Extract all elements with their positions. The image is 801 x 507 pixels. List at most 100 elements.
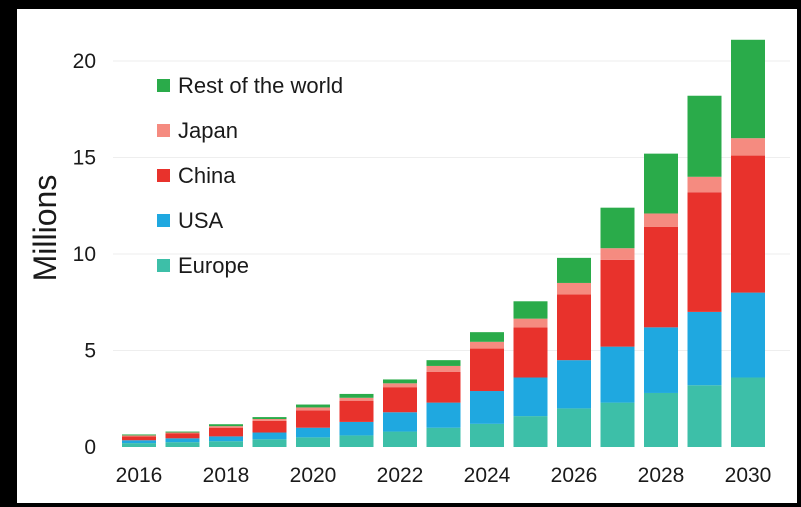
y-tick-label: 5 xyxy=(84,340,96,363)
bar-segment-usa xyxy=(165,438,200,443)
bar-segment-china xyxy=(209,427,243,437)
bar-segment-japan xyxy=(557,282,591,295)
bar-segment-china xyxy=(339,400,374,422)
bar-segment-japan xyxy=(600,248,635,260)
bar-segment-rest-of-the-world xyxy=(296,404,330,408)
bar-segment-japan xyxy=(339,397,374,401)
bar-segment-japan xyxy=(470,341,504,349)
bar-segment-japan xyxy=(644,213,678,227)
bar-segment-rest-of-the-world xyxy=(165,431,200,433)
bar-stack-2019 xyxy=(252,417,287,447)
bar-segment-usa xyxy=(122,440,156,444)
x-tick-label: 2022 xyxy=(377,464,424,487)
bar-segment-japan xyxy=(296,407,330,411)
x-tick-label: 2028 xyxy=(638,464,685,487)
legend-item: China xyxy=(157,163,236,188)
bar-segment-rest-of-the-world xyxy=(600,207,635,249)
bar-segment-rest-of-the-world xyxy=(122,434,156,436)
legend: Rest of the world Japan China USA Europe xyxy=(157,73,343,278)
bar-segment-china xyxy=(252,420,287,433)
bar-stack-2017 xyxy=(165,431,200,447)
bar-segment-japan xyxy=(209,426,243,428)
bar-segment-china xyxy=(644,226,678,328)
bar-segment-europe xyxy=(470,423,504,447)
bar-segment-usa xyxy=(209,436,243,442)
x-tick-label: 2016 xyxy=(116,464,163,487)
bar-stack-2027 xyxy=(600,207,635,447)
legend-label: Rest of the world xyxy=(178,73,343,98)
legend-label: Europe xyxy=(178,253,249,278)
bar-stacks xyxy=(122,39,765,447)
bar-segment-usa xyxy=(252,432,287,440)
y-tick-label: 15 xyxy=(73,147,96,170)
bar-segment-china xyxy=(731,155,765,293)
bar-stack-2020 xyxy=(296,404,330,447)
bar-segment-china xyxy=(513,327,548,378)
x-axis-ticks: 2016 2018 2020 2022 2024 2026 2028 2030 xyxy=(116,464,772,487)
bar-segment-rest-of-the-world xyxy=(557,257,591,283)
legend-item: Rest of the world xyxy=(157,73,343,98)
bar-stack-2029 xyxy=(687,95,722,447)
bar-segment-usa xyxy=(339,421,374,436)
bar-segment-europe xyxy=(165,442,200,447)
bar-stack-2021 xyxy=(339,393,374,447)
bar-segment-japan xyxy=(122,435,156,437)
legend-item: Europe xyxy=(157,253,249,278)
y-tick-label: 10 xyxy=(73,243,96,266)
bar-stack-2025 xyxy=(513,301,548,447)
bar-segment-rest-of-the-world xyxy=(252,417,287,420)
bar-segment-europe xyxy=(122,443,156,447)
bar-segment-china xyxy=(165,433,200,439)
bar-stack-2016 xyxy=(122,434,156,447)
bar-segment-japan xyxy=(731,138,765,156)
legend-swatch xyxy=(157,169,170,182)
bar-segment-europe xyxy=(383,431,417,447)
bar-segment-europe xyxy=(426,427,461,447)
bar-segment-japan xyxy=(513,318,548,328)
bar-segment-usa xyxy=(426,402,461,428)
bar-segment-japan xyxy=(165,432,200,434)
legend-swatch xyxy=(157,259,170,272)
bar-segment-rest-of-the-world xyxy=(426,360,461,366)
bar-segment-china xyxy=(296,410,330,428)
bar-segment-europe xyxy=(644,392,678,447)
bar-segment-rest-of-the-world xyxy=(731,39,765,139)
bar-stack-2028 xyxy=(644,153,678,447)
bar-segment-europe xyxy=(296,437,330,447)
bar-segment-europe xyxy=(557,408,591,447)
legend-item: USA xyxy=(157,208,224,233)
bar-segment-china xyxy=(557,294,591,361)
y-tick-label: 20 xyxy=(73,50,96,73)
x-tick-label: 2018 xyxy=(203,464,250,487)
bar-segment-usa xyxy=(470,391,504,424)
bar-segment-europe xyxy=(209,441,243,447)
bar-segment-europe xyxy=(731,377,765,447)
y-tick-label: 0 xyxy=(84,436,96,459)
bar-segment-rest-of-the-world xyxy=(644,153,678,214)
x-tick-label: 2024 xyxy=(464,464,511,487)
x-tick-label: 2020 xyxy=(290,464,337,487)
bar-segment-usa xyxy=(731,292,765,378)
y-axis-ticks: 0 5 10 15 20 xyxy=(73,50,96,459)
bar-segment-china xyxy=(470,348,504,392)
bar-segment-usa xyxy=(557,360,591,409)
legend-label: Japan xyxy=(178,118,238,143)
bar-stack-2024 xyxy=(470,332,504,447)
legend-swatch xyxy=(157,79,170,92)
bar-segment-europe xyxy=(339,435,374,447)
bar-segment-rest-of-the-world xyxy=(513,301,548,319)
bar-stack-2026 xyxy=(557,257,591,447)
x-tick-label: 2026 xyxy=(551,464,598,487)
legend-swatch xyxy=(157,214,170,227)
bar-segment-japan xyxy=(383,383,417,388)
bar-segment-europe xyxy=(513,416,548,447)
bar-segment-usa xyxy=(687,311,722,386)
bar-segment-rest-of-the-world xyxy=(339,393,374,398)
bar-segment-usa xyxy=(513,377,548,417)
bar-segment-china xyxy=(122,436,156,441)
bar-segment-rest-of-the-world xyxy=(687,95,722,177)
bar-segment-japan xyxy=(252,419,287,421)
bar-segment-europe xyxy=(600,402,635,447)
bar-segment-japan xyxy=(687,176,722,193)
